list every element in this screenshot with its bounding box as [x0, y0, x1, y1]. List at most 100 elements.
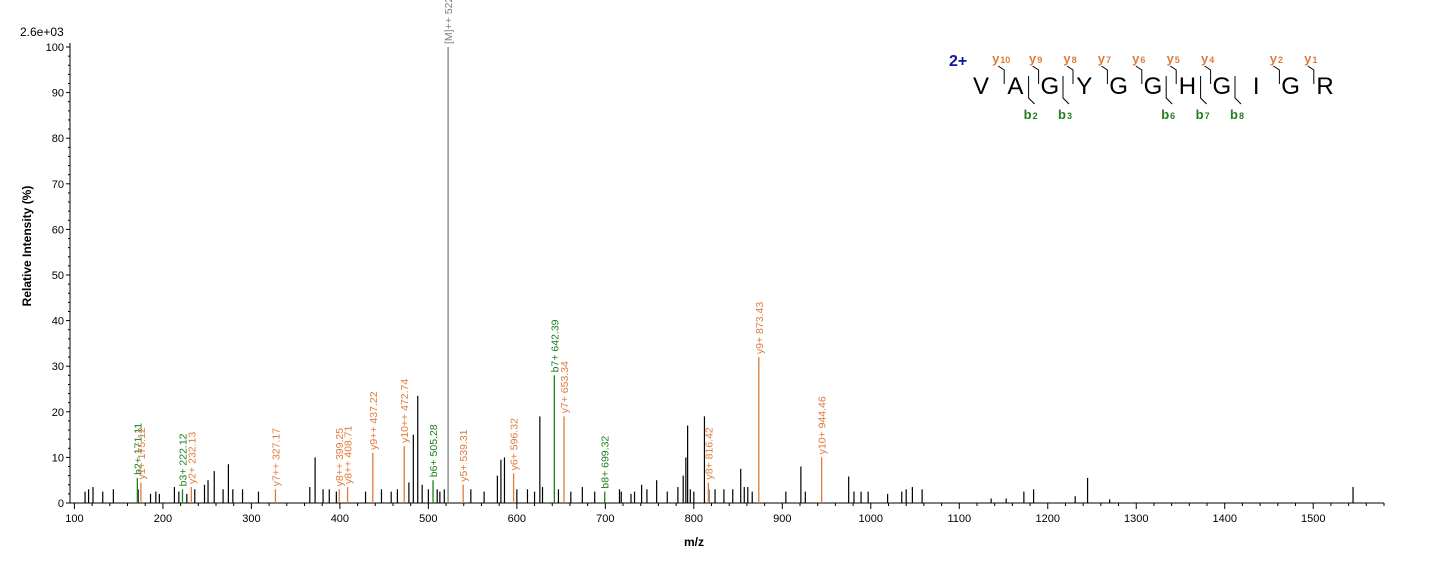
x-tick-label: 400: [331, 513, 349, 525]
b-ion-label: b3: [1058, 107, 1072, 122]
x-tick-label: 800: [685, 513, 703, 525]
b-ion-subscript: 7: [1205, 111, 1210, 121]
x-tick-label: 1000: [859, 513, 883, 525]
sequence-residue: I: [1253, 73, 1260, 100]
x-tick-label: 700: [596, 513, 614, 525]
b-ion-subscript: 2: [1033, 111, 1038, 121]
y-ion-label: y5: [1167, 51, 1180, 66]
y-ion-subscript: 7: [1106, 55, 1111, 65]
b-ion-marker: [1200, 76, 1207, 105]
y-tick-label: 20: [52, 407, 64, 419]
peak-annotation-label: y9++ 437.22: [368, 391, 380, 450]
peak-annotation-label: y5+ 539.31: [458, 429, 470, 481]
peak-annotation-label: [M]++ 522.30: [443, 0, 455, 44]
y-axis-title: Relative Intensity (%): [20, 186, 34, 307]
b-ion-label: b2: [1024, 107, 1038, 122]
sequence-residue: H: [1179, 73, 1196, 100]
peak-annotation-label: b2+ 171.11: [132, 423, 144, 475]
x-tick-label: 300: [242, 513, 260, 525]
peak-annotation-label: y8+ 816.42: [703, 427, 715, 479]
sequence-residue: G: [1040, 73, 1059, 100]
x-tick-label: 1200: [1036, 513, 1060, 525]
x-axis-title: m/z: [684, 535, 704, 549]
peak-annotation-label: b8+ 699.32: [600, 436, 612, 489]
peak-annotation-label: y8++ 408.71: [343, 425, 355, 484]
y-ion-marker: [1135, 65, 1143, 84]
y-ion-marker: [1307, 65, 1315, 84]
y-ion-subscript: 4: [1209, 55, 1214, 65]
y-ion-label: y9: [1029, 51, 1042, 66]
y-ion-marker: [1273, 65, 1280, 84]
y-tick-label: 90: [52, 88, 64, 100]
sequence-residue: G: [1109, 73, 1128, 100]
y-tick-label: 70: [52, 179, 64, 191]
y-ion-label: y6: [1132, 51, 1145, 66]
y-tick-label: 0: [58, 498, 64, 510]
sequence-residue: G: [1144, 73, 1163, 100]
x-tick-label: 900: [773, 513, 791, 525]
y-tick-label: 80: [52, 133, 64, 145]
sequence-residue: G: [1212, 73, 1231, 100]
y-ion-marker: [1169, 65, 1177, 84]
y-tick-label: 10: [52, 452, 64, 464]
y-ion-subscript: 2: [1278, 55, 1283, 65]
y-ion-marker: [1066, 65, 1074, 84]
y-ion-marker: [1032, 65, 1040, 84]
y-ion-marker: [997, 65, 1005, 84]
charge-state-label: 2+: [949, 53, 967, 70]
y-ion-subscript: 8: [1072, 55, 1077, 65]
sequence-residue: G: [1281, 73, 1300, 100]
y-ion-label: y10: [992, 51, 1010, 66]
b-ion-marker: [1234, 76, 1242, 105]
y-ion-label: y7: [1098, 51, 1111, 66]
peak-annotation-label: b3+ 222.12: [177, 433, 189, 486]
b-ion-label: b6: [1161, 107, 1175, 122]
peak-annotation-label: y8++ 399.25: [334, 428, 346, 487]
peak-annotation-label: y9+ 873.43: [754, 302, 766, 354]
b-ion-marker: [1028, 76, 1035, 105]
y-ion-label: y2: [1270, 51, 1283, 66]
y-ion-label: y1: [1304, 51, 1317, 66]
y-tick-label: 100: [46, 42, 64, 54]
peak-annotation-label: b6+ 505.28: [428, 424, 440, 477]
peak-annotation-label: y10++ 472.74: [399, 379, 411, 443]
b-ion-marker: [1062, 76, 1070, 105]
x-tick-label: 600: [508, 513, 526, 525]
chart-axes: [69, 43, 1384, 504]
peak-annotation-label: y6+ 596.32: [509, 418, 521, 470]
b-ion-subscript: 3: [1067, 111, 1072, 121]
sequence-residue: V: [973, 73, 989, 100]
x-tick-label: 1500: [1301, 513, 1325, 525]
x-tick-label: 500: [419, 513, 437, 525]
x-tick-label: 100: [65, 513, 83, 525]
b-ion-subscript: 6: [1170, 111, 1175, 121]
y-tick-label: 40: [52, 316, 64, 328]
b-ion-subscript: 8: [1239, 111, 1244, 121]
x-tick-label: 200: [154, 513, 172, 525]
peak-annotation-label: y2+ 232.13: [186, 432, 198, 484]
y-ion-label: y4: [1201, 51, 1214, 66]
y-tick-label: 50: [52, 270, 64, 282]
y-ion-marker: [1101, 65, 1108, 84]
axis-ticks: 0 10 20 30 40 50 60 70 80 90 100 100 200 300 400 500 600…: [46, 42, 1385, 525]
max-intensity-label: 2.6e+03: [20, 25, 64, 39]
y-tick-label: 30: [52, 361, 64, 373]
peak-annotation-label: y10+ 944.46: [817, 396, 829, 454]
y-tick-label: 60: [52, 224, 64, 236]
peak-series: [84, 47, 1354, 503]
x-tick-label: 1400: [1212, 513, 1236, 525]
peak-annotation-label: y1+ 175.12: [136, 427, 148, 479]
b-ion-label: b7: [1196, 107, 1210, 122]
sequence-residue: Y: [1076, 73, 1092, 100]
y-ion-subscript: 6: [1140, 55, 1145, 65]
y-ion-subscript: 1: [1312, 55, 1317, 65]
x-tick-label: 1300: [1124, 513, 1148, 525]
y-ion-label: y8: [1063, 51, 1076, 66]
sequence-residue: R: [1316, 73, 1333, 100]
peak-annotation-label: y7++ 327.17: [270, 428, 282, 487]
b-ion-label: b8: [1230, 107, 1244, 122]
peak-annotation-label: y7+ 653.34: [559, 361, 571, 413]
